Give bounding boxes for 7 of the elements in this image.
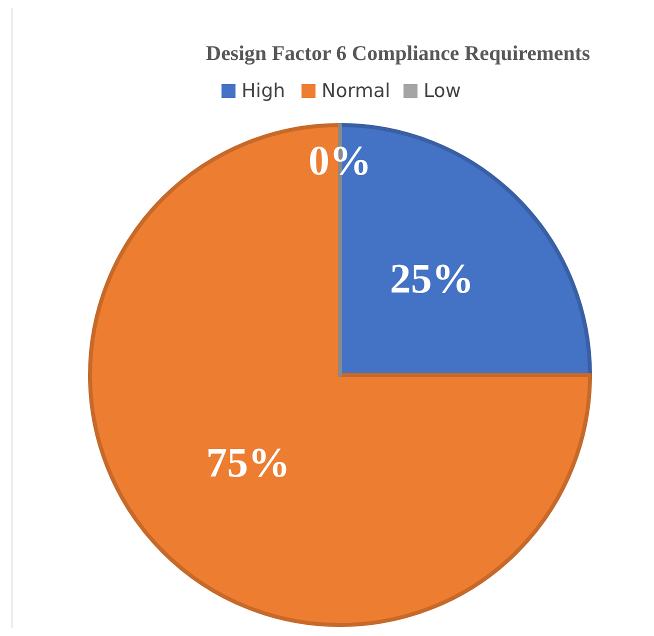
legend-label: Normal (322, 80, 390, 102)
legend-label: Low (424, 80, 461, 102)
data-label: 75% (206, 440, 290, 487)
data-label: 25% (390, 256, 474, 303)
pie-slice (88, 123, 592, 627)
legend-label: High (242, 80, 286, 102)
chart-title: Design Factor 6 Compliance Requirements (206, 41, 590, 65)
